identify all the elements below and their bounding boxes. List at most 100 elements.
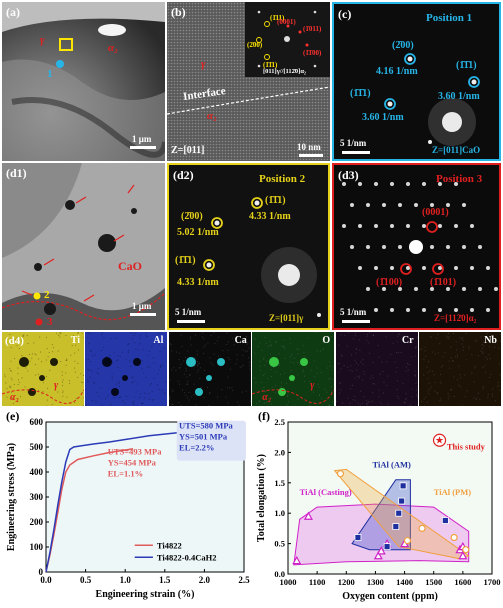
noise-dot (453, 396, 455, 398)
noise-dot (297, 398, 299, 400)
noise-dot (119, 355, 121, 357)
tensile-chart: (e) 0.0 0.5 1.0 1.5 2.0 2.5 0 100 200 300 400 500 600… (6, 409, 250, 600)
noise-dot (226, 387, 228, 389)
diffraction-spot (422, 182, 426, 186)
noise-dot (21, 377, 23, 379)
noise-dot (9, 368, 11, 370)
particle (102, 357, 113, 367)
noise-dot (283, 345, 285, 347)
diffraction-spot (462, 203, 466, 207)
x-tick-label: 1500 (425, 577, 442, 587)
noise-dot (101, 404, 103, 406)
data-point (303, 511, 313, 520)
noise-dot (110, 338, 112, 340)
panel-label: (e) (6, 409, 19, 423)
spot-d: 5.02 1/nm (177, 227, 219, 238)
position-1-marker (56, 60, 64, 68)
noise-dot (78, 342, 80, 344)
noise-dot (386, 403, 388, 405)
eds-map-texture (419, 332, 501, 406)
noise-dot (140, 393, 142, 395)
position-2-label: 2 (44, 289, 50, 301)
noise-dot (339, 334, 341, 336)
noise-dot (12, 336, 14, 338)
noise-dot (423, 398, 425, 400)
noise-dot (185, 370, 187, 372)
noise-dot (34, 363, 36, 365)
noise-dot (338, 344, 340, 346)
noise-dot (256, 403, 258, 405)
noise-dot (236, 359, 238, 361)
noise-dot (226, 332, 228, 334)
noise-dot (351, 399, 353, 401)
noise-dot (245, 335, 247, 337)
noise-dot (208, 405, 210, 406)
zone-axis: Z=[112̄0]α₂ (434, 313, 477, 323)
noise-dot (99, 395, 101, 397)
noise-dot (355, 348, 357, 350)
noise-dot (427, 377, 429, 379)
noise-dot (331, 369, 333, 371)
noise-dot (396, 380, 398, 382)
noise-dot (17, 373, 19, 375)
noise-dot (416, 336, 418, 338)
noise-dot (47, 356, 49, 358)
spot-label: (1̄1̄1) (263, 61, 278, 69)
noise-dot (153, 362, 155, 364)
phase-boundary (252, 389, 335, 404)
noise-dot (402, 383, 404, 385)
data-point (395, 509, 403, 517)
noise-dot (448, 338, 450, 340)
element-label: O (322, 335, 331, 346)
diffraction-spot (422, 308, 426, 312)
noise-dot (261, 381, 263, 383)
noise-dot (442, 365, 444, 367)
noise-dot (405, 393, 407, 395)
noise-dot (419, 348, 421, 350)
spot-hkl: (2̄00) (392, 40, 414, 51)
group-label: TiAl (Casting) (300, 487, 352, 497)
noise-dot (105, 398, 107, 400)
noise-dot (311, 385, 313, 387)
noise-dot (217, 355, 219, 357)
noise-dot (284, 358, 286, 360)
noise-dot (178, 367, 180, 369)
noise-dot (444, 352, 446, 354)
noise-dot (245, 390, 247, 392)
noise-dot (82, 382, 84, 384)
noise-dot (333, 378, 335, 380)
noise-dot (207, 342, 209, 344)
noise-dot (349, 369, 351, 371)
data-point: ★ (435, 436, 444, 447)
noise-dot (139, 396, 141, 398)
noise-dot (66, 358, 68, 360)
noise-dot (149, 350, 151, 352)
diffraction-spot (406, 266, 410, 270)
noise-dot (468, 346, 470, 348)
noise-dot (372, 334, 374, 336)
noise-dot (271, 375, 273, 377)
noise-dot (460, 386, 462, 388)
noise-dot (103, 337, 105, 339)
y-tick-label: 1.0 (274, 508, 285, 518)
noise-dot (29, 353, 31, 355)
noise-dot (263, 398, 265, 400)
noise-dot (482, 386, 484, 388)
diffraction-spot (478, 287, 482, 291)
noise-dot (382, 381, 384, 383)
noise-dot (128, 349, 130, 351)
diffraction-spot (382, 287, 386, 291)
noise-dot (122, 400, 124, 402)
noise-dot (349, 388, 351, 390)
noise-dot (425, 396, 427, 398)
noise-dot (264, 364, 266, 366)
noise-dot (386, 375, 388, 377)
noise-dot (183, 373, 185, 375)
noise-dot (178, 402, 180, 404)
scale-bar (130, 146, 156, 149)
noise-dot (498, 363, 500, 365)
noise-dot (51, 404, 53, 406)
noise-dot (6, 396, 8, 398)
noise-dot (12, 402, 14, 404)
noise-dot (372, 334, 374, 336)
